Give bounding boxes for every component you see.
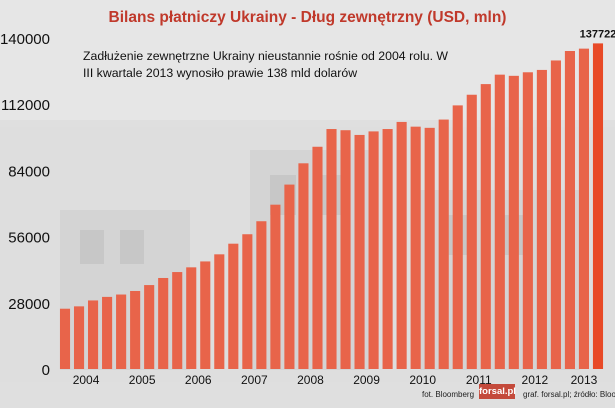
photo-credit: fot. Bloomberg: [422, 390, 475, 399]
bar: [59, 308, 71, 369]
x-tick-label: 2011: [466, 373, 492, 387]
bar: [256, 221, 267, 369]
x-axis: 2004 2005 2006 2007 2008 2009 2010 2011 2012 2013: [73, 373, 598, 387]
bars: [59, 43, 604, 370]
bar: [522, 72, 533, 369]
forsal-logo: forsal.pl: [479, 384, 516, 399]
bar: [102, 296, 113, 369]
x-tick-label: 2012: [522, 373, 549, 387]
bar: [452, 105, 463, 369]
chart-title: Bilans płatniczy Ukrainy - Dług zewnętrz…: [108, 9, 507, 26]
bar: [200, 261, 211, 369]
x-tick-label: 2009: [353, 373, 380, 387]
bar: [354, 134, 365, 369]
bar: [312, 146, 323, 369]
bar: [130, 290, 141, 369]
x-tick-label: 2010: [409, 373, 436, 387]
bar: [382, 129, 393, 369]
x-tick-label: 2013: [571, 373, 598, 387]
y-tick-label: 140000: [0, 31, 50, 48]
bar: [466, 94, 477, 370]
bar: [480, 84, 491, 369]
y-tick-label: 56000: [8, 230, 50, 247]
bar: [508, 75, 519, 369]
bar: [536, 69, 547, 370]
bar: [88, 300, 99, 369]
bar: [298, 163, 309, 369]
bar: [438, 119, 449, 369]
bar: [368, 131, 379, 369]
x-tick-label: 2007: [241, 373, 268, 387]
y-tick-label: 84000: [8, 163, 50, 180]
bar: [550, 60, 561, 370]
annotation-text: Zadłużenie zewnętrzne Ukrainy nieustanni…: [83, 49, 449, 80]
bar: [340, 130, 351, 369]
bar: [144, 285, 155, 369]
y-axis: 0 28000 56000 84000 112000 140000: [0, 31, 50, 379]
bar: [494, 74, 505, 370]
x-tick-label: 2006: [185, 373, 212, 387]
bar: [284, 184, 295, 369]
bar: [592, 43, 604, 369]
bar: [564, 51, 575, 369]
bar: [396, 121, 407, 370]
bar: [424, 127, 435, 369]
y-tick-label: 112000: [1, 97, 50, 114]
value-labels: 137722: [580, 28, 615, 40]
y-tick-label: 28000: [8, 296, 50, 313]
data-label: 137722: [580, 28, 615, 40]
source-credit: graf. forsal.pl; źródło: Bloomberg: [523, 390, 615, 399]
x-tick-label: 2008: [297, 373, 324, 387]
bar: [186, 267, 197, 369]
bar: [270, 204, 281, 369]
bar: [242, 234, 253, 369]
bar: [73, 306, 85, 369]
bar: [214, 254, 225, 369]
bar: [578, 48, 590, 369]
y-tick-label: 0: [42, 362, 50, 379]
bar: [326, 129, 337, 369]
bar: [158, 277, 169, 369]
x-tick-label: 2004: [73, 373, 100, 387]
bar: [228, 243, 239, 369]
bar: [172, 272, 183, 369]
x-tick-label: 2005: [129, 373, 156, 387]
bar: [116, 294, 127, 369]
bar: [410, 126, 421, 369]
